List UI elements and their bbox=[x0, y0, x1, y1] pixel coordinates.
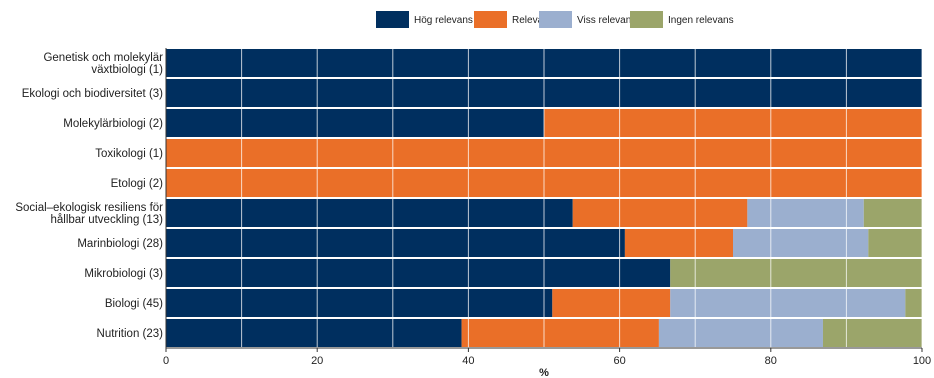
legend-label: Ingen relevans bbox=[668, 15, 734, 26]
bar-segment bbox=[905, 289, 922, 317]
bar-segment bbox=[552, 289, 671, 317]
bar-segment bbox=[166, 109, 544, 137]
legend-label: Viss relevans bbox=[577, 15, 636, 26]
category-label: Genetisk och molekylär växtbiologi (1) bbox=[43, 52, 163, 76]
bar-segment bbox=[624, 229, 733, 257]
legend-label: Relevans bbox=[512, 15, 554, 26]
category-label: Toxikologi (1) bbox=[95, 148, 163, 160]
bar-segment bbox=[166, 289, 553, 317]
x-axis-title: % bbox=[539, 367, 549, 378]
bar-segment bbox=[822, 319, 922, 347]
x-tick-label: 0 bbox=[163, 355, 169, 367]
bar-segment bbox=[670, 259, 922, 287]
legend-swatch bbox=[474, 11, 507, 28]
axes: 0 20 40 60 80 100 bbox=[163, 48, 931, 367]
bar-segment bbox=[747, 199, 864, 227]
category-label: Etologi (2) bbox=[111, 178, 164, 190]
x-tick-label: 20 bbox=[311, 355, 323, 367]
bar-segment bbox=[544, 109, 922, 137]
bar-segment bbox=[572, 199, 748, 227]
bar-segment bbox=[166, 199, 573, 227]
x-tick-label: 80 bbox=[765, 355, 777, 367]
category-label: Biologi (45) bbox=[105, 298, 163, 310]
bar-segment bbox=[868, 229, 922, 257]
category-label: Social–ekologisk resiliens för hållbar ut… bbox=[15, 202, 163, 226]
category-label: Molekylärbiologi (2) bbox=[63, 118, 163, 130]
legend-swatch bbox=[539, 11, 572, 28]
category-label: Ekologi och biodiversitet (3) bbox=[22, 88, 163, 100]
bar-segment bbox=[461, 319, 659, 347]
bar-segment bbox=[733, 229, 869, 257]
legend-swatch bbox=[630, 11, 663, 28]
gridlines bbox=[241, 48, 923, 348]
category-label: Marinbiologi (28) bbox=[77, 238, 163, 250]
bar-segment bbox=[166, 259, 671, 287]
bar-segment bbox=[166, 229, 625, 257]
bar-segment bbox=[863, 199, 922, 227]
bar-segment bbox=[166, 319, 462, 347]
bar-segment bbox=[670, 289, 906, 317]
bar-segment bbox=[658, 319, 823, 347]
category-label: Mikrobiologi (3) bbox=[84, 268, 163, 280]
legend: Hög relevans Relevans Viss relevans Ingen r… bbox=[376, 11, 734, 28]
legend-swatch bbox=[376, 11, 409, 28]
legend-label: Hög relevans bbox=[414, 15, 473, 26]
category-label: Nutrition (23) bbox=[97, 328, 164, 340]
x-tick-label: 60 bbox=[613, 355, 625, 367]
category-labels: Genetisk och molekylär växtbiologi (1) Eko… bbox=[15, 52, 163, 340]
x-tick-label: 100 bbox=[913, 355, 931, 367]
x-tick-label: 40 bbox=[462, 355, 474, 367]
